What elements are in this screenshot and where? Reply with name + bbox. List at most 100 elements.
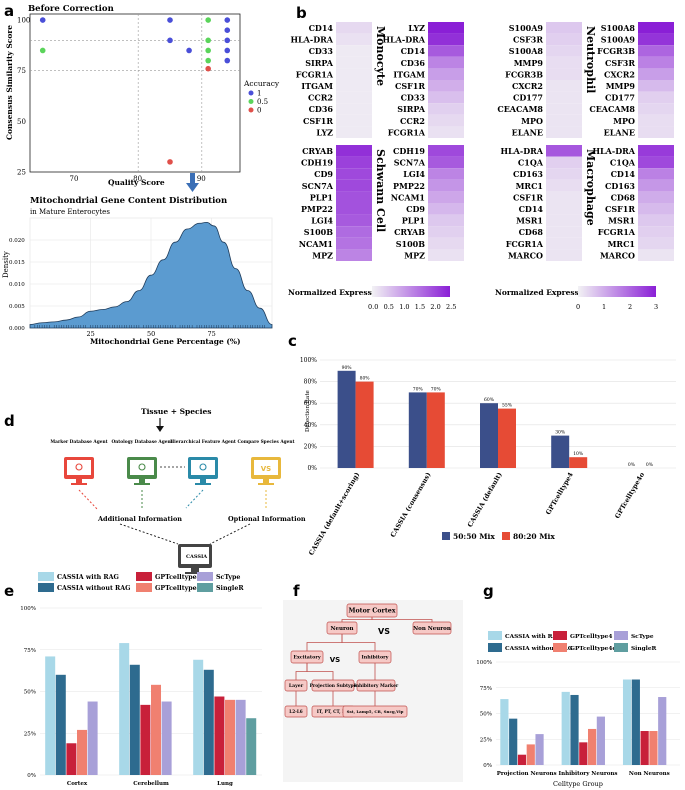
- gene-label: FCGR3B: [597, 46, 635, 56]
- scatter-point: [205, 47, 211, 54]
- legend-label: GPTcelltype4: [155, 574, 202, 581]
- heatmap-cell: [638, 80, 674, 92]
- heatmap-cell: [546, 91, 582, 104]
- density-xtick: 50: [147, 330, 155, 338]
- c-bar: [355, 381, 374, 468]
- scatter-title: Before Correction: [28, 4, 114, 14]
- legend-swatch: [553, 643, 567, 652]
- ytick: 100%: [20, 606, 36, 612]
- gene-label: CD14: [519, 204, 544, 214]
- tree-node: [342, 705, 408, 718]
- heatmap-cell: [428, 103, 464, 115]
- scatter-ylabel: Consensus Similarity Score: [5, 25, 14, 140]
- heatmap-cell: [336, 33, 372, 46]
- heatmap-cell: [638, 191, 674, 203]
- gene-label: PLP1: [310, 192, 333, 202]
- density-ytick: 0.005: [9, 304, 25, 310]
- gene-label: CD68: [519, 227, 544, 237]
- heatmap-cell: [546, 68, 582, 80]
- legend-swatch: [248, 107, 254, 113]
- legend-swatch: [614, 643, 628, 652]
- gene-label: PMP22: [393, 181, 425, 191]
- tree-node: [356, 679, 396, 692]
- gene-label: LGI4: [311, 216, 333, 226]
- gene-label: CXCR2: [604, 69, 635, 79]
- legend-left-gradient: [372, 286, 450, 297]
- gene-label: CSF3R: [605, 58, 635, 68]
- heatmap-groups: CD14HLA-DRACD33SIRPAFCGR1AITGAMCCR2CD36C…: [290, 22, 674, 261]
- panel-label-f: f: [293, 582, 300, 600]
- gene-label: CSF1R: [395, 81, 425, 91]
- heatmap-legend-right: Normalized Expression 0 1 2 3: [495, 286, 658, 311]
- legend-swatch: [614, 631, 628, 640]
- d-top-arrow-icon: [156, 426, 164, 432]
- bar: [640, 731, 649, 765]
- g-ticks: 0% 25% 50% 75% 100% Projection Neurons Inhibit…: [476, 660, 669, 777]
- heatmap-cell: [428, 203, 464, 215]
- bar: [45, 656, 56, 775]
- c-ytick: 80%: [304, 379, 318, 386]
- c-bar-label: 30%: [555, 430, 566, 436]
- scatter-gridlines: [30, 14, 240, 172]
- bar: [631, 679, 640, 765]
- c-legend: 50:50 Mix 80:20 Mix: [442, 532, 555, 541]
- heatmap-cell: [428, 179, 464, 192]
- bar: [509, 718, 518, 765]
- scatter-point: [167, 17, 173, 23]
- heatmap-cell: [546, 203, 582, 215]
- tree-node: [290, 650, 324, 664]
- tree-node-label: Inhibitory Marker: [354, 684, 399, 689]
- c-bar: [426, 392, 445, 468]
- scatter-point: [224, 37, 231, 44]
- scatter-point: [205, 17, 211, 23]
- panel-label-a: a: [4, 2, 14, 20]
- agent-monitor-stand: [200, 479, 206, 483]
- legend-left-title: Normalized Expression: [288, 288, 386, 297]
- agent-monitor-screen: [67, 460, 91, 475]
- gene-label: MMP9: [606, 81, 636, 91]
- gene-label: HLA-DRA: [382, 35, 425, 45]
- panel-f: f Motor Cortex Neuron Non Neuron Excitatory…: [283, 582, 463, 782]
- gene-label: CCR2: [308, 93, 333, 103]
- heatmap-cell: [428, 68, 464, 80]
- ytick: 0%: [483, 763, 492, 769]
- d-info-left: Additional Information: [97, 515, 182, 523]
- heatmap-cell: [546, 33, 582, 46]
- legend-right-ticks: 0 1 2 3: [576, 303, 658, 311]
- xtick: Projection Neurons: [497, 771, 557, 777]
- agent-monitor-stand: [76, 479, 82, 483]
- heatmap-cell: [546, 145, 582, 157]
- density-ytick: 0.020: [9, 238, 25, 244]
- agent-monitor-icon: [127, 457, 157, 485]
- bar: [561, 691, 570, 765]
- gene-label: MSR1: [516, 216, 543, 226]
- c-bar-label: 0%: [646, 462, 654, 468]
- heatmap-cell: [546, 45, 582, 57]
- scatter-point: [224, 47, 231, 54]
- gene-label: MRC1: [516, 181, 543, 191]
- bar: [77, 729, 88, 775]
- tree-node-label: Layer: [289, 683, 304, 689]
- bar: [246, 718, 257, 775]
- c-bar-label: 60%: [484, 397, 495, 403]
- gene-label: NCAM1: [391, 192, 425, 202]
- legend-label: CASSIA with RAG: [505, 634, 562, 640]
- bar: [649, 731, 658, 765]
- density-ytick: 0.010: [9, 282, 25, 288]
- gene-label: SCN7A: [394, 158, 426, 168]
- tree-node-label: L2-L6: [289, 709, 303, 714]
- gene-label: ITGAM: [301, 81, 333, 91]
- heatmap-celltype-title: Monocyte: [374, 26, 387, 86]
- gene-label: MARCO: [600, 250, 635, 260]
- gene-label: CSF1R: [513, 192, 543, 202]
- tree-node: [284, 705, 308, 718]
- c-bar-label: 70%: [413, 386, 424, 392]
- legend-label: 1: [257, 90, 261, 98]
- xtick: Cortex: [67, 781, 88, 787]
- bar: [140, 704, 151, 775]
- heatmap-cell: [336, 214, 372, 227]
- gene-label: CRYAB: [302, 146, 333, 156]
- tree-node-label: Non Neuron: [413, 626, 451, 632]
- heatmap-cell: [546, 226, 582, 238]
